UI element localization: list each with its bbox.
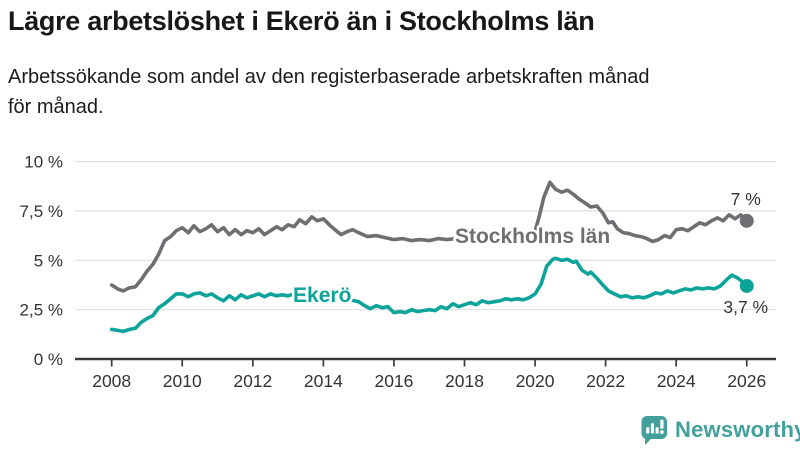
x-tick-label: 2010 (163, 371, 202, 391)
newsworthy-logo: Newsworthy (641, 413, 800, 447)
brand-wordmark: Newsworthy (675, 417, 800, 442)
subtitle-line-2: för månad. (8, 96, 104, 118)
chart-svg: 0 % 2,5 % 5 % 7,5 % 10 % 2008 2010 2012 2014 2016… (20, 153, 776, 391)
x-tick-label: 2024 (657, 371, 696, 391)
page-title: Lägre arbetslöshet i Ekerö än i Stockhol… (8, 6, 595, 36)
x-tick-label: 2022 (586, 371, 625, 391)
subtitle-line-1: Arbetssökande som andel av den registerb… (8, 66, 650, 88)
x-tick-label: 2018 (445, 371, 484, 391)
y-tick-label: 2,5 % (20, 301, 63, 320)
series-label-ekero: Ekerö (293, 284, 351, 307)
end-value-label-stockholms-lan: 7 % (731, 189, 761, 209)
chart-subtitle: Arbetssökande som andel av den registerb… (8, 62, 792, 122)
chart-area: 0 % 2,5 % 5 % 7,5 % 10 % 2008 2010 2012 2014 2016… (0, 135, 800, 403)
x-tick-label: 2008 (92, 371, 131, 391)
x-tick-label: 2016 (374, 371, 413, 391)
end-value-label-ekero: 3,7 % (723, 297, 768, 317)
x-tick-label: 2020 (516, 371, 555, 391)
x-tick-label: 2026 (727, 371, 766, 391)
series-label-stockholms-lan: Stockholms län (455, 225, 610, 248)
series-line-ekero (109, 256, 749, 334)
y-tick-label: 0 % (34, 350, 63, 369)
end-dot-stockholms-lan (739, 213, 754, 228)
end-dot-ekero (739, 278, 754, 293)
y-tick-label: 7,5 % (20, 202, 63, 221)
y-tick-label: 5 % (34, 251, 63, 270)
x-tick-label: 2012 (233, 371, 272, 391)
series-line-stockholms-lan (109, 180, 749, 293)
x-tick-label: 2014 (304, 371, 343, 391)
newsworthy-chart-bubble-icon (641, 415, 667, 445)
y-tick-label: 10 % (24, 153, 63, 172)
